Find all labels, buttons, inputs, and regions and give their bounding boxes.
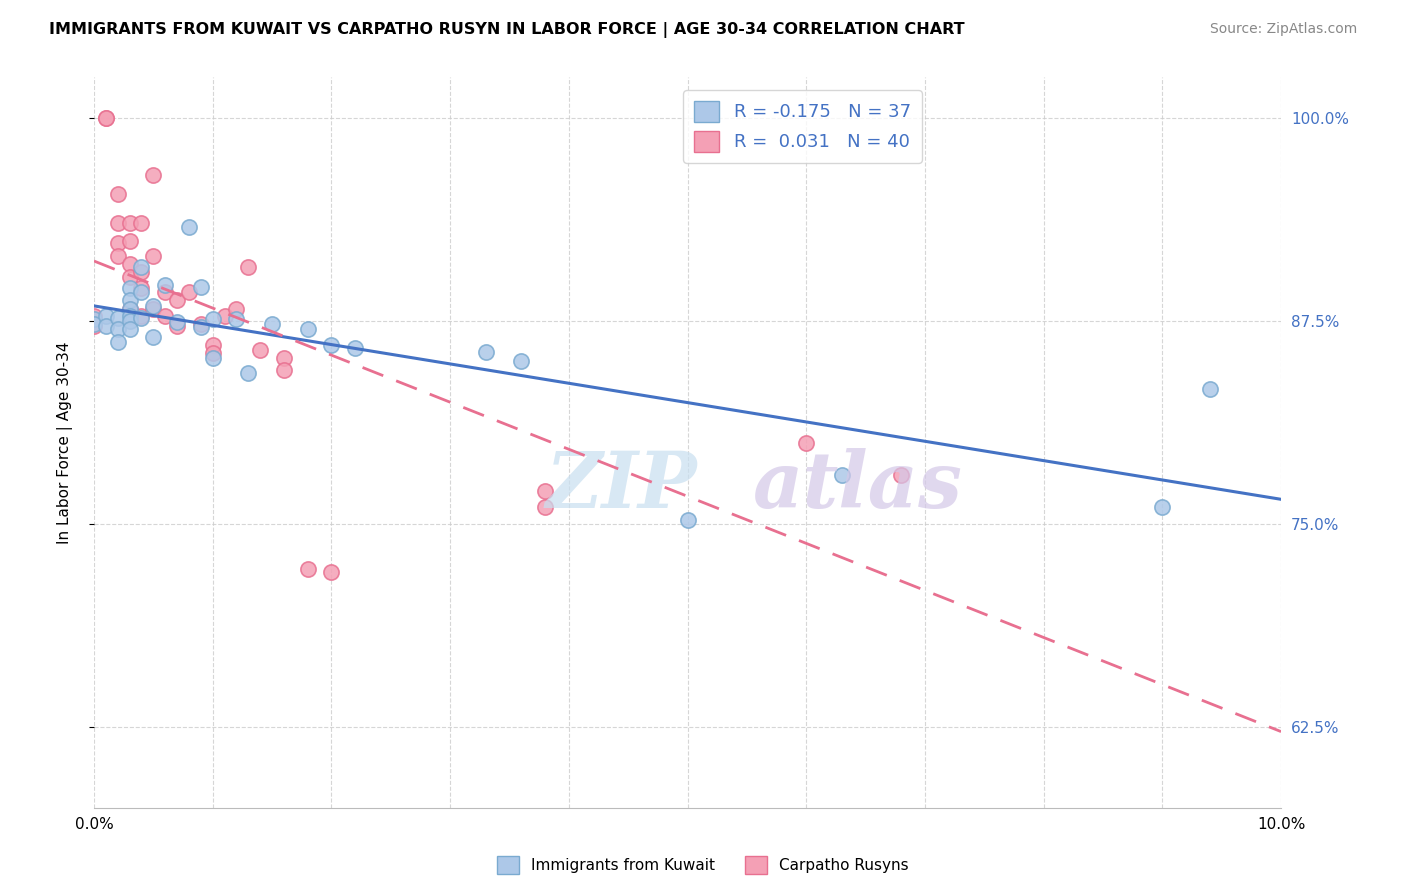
Point <box>534 484 557 499</box>
Point <box>142 302 165 317</box>
Point <box>166 318 188 333</box>
Point <box>131 217 153 231</box>
Text: Source: ZipAtlas.com: Source: ZipAtlas.com <box>1209 22 1357 37</box>
Point <box>83 318 105 333</box>
Point <box>142 299 165 313</box>
Text: IMMIGRANTS FROM KUWAIT VS CARPATHO RUSYN IN LABOR FORCE | AGE 30-34 CORRELATION : IMMIGRANTS FROM KUWAIT VS CARPATHO RUSYN… <box>49 22 965 38</box>
Point <box>201 312 224 326</box>
Point <box>321 566 343 580</box>
Point <box>155 285 177 299</box>
Point <box>142 249 165 263</box>
Point <box>118 302 141 317</box>
Point <box>890 468 912 483</box>
Point <box>166 316 188 330</box>
Point <box>177 285 200 299</box>
Point <box>201 351 224 366</box>
Point <box>155 278 177 293</box>
Point <box>225 302 247 317</box>
Point <box>297 562 319 576</box>
Point <box>131 285 153 299</box>
Point <box>142 330 165 344</box>
Point <box>1199 382 1222 396</box>
Point <box>344 342 367 356</box>
Point <box>118 257 141 271</box>
Point <box>118 235 141 249</box>
Point <box>201 338 224 352</box>
Point <box>94 318 117 333</box>
Point <box>131 310 153 325</box>
Point <box>794 435 817 450</box>
Point <box>238 260 260 275</box>
Point <box>107 217 129 231</box>
Point <box>131 309 153 323</box>
Text: atlas: atlas <box>752 448 963 524</box>
Point <box>190 320 212 334</box>
Point <box>118 302 141 317</box>
Point <box>321 338 343 352</box>
Point <box>214 309 236 323</box>
Point <box>107 187 129 202</box>
Point <box>273 351 295 366</box>
Point <box>107 310 129 325</box>
Legend: R = -0.175   N = 37, R =  0.031   N = 40: R = -0.175 N = 37, R = 0.031 N = 40 <box>683 90 922 162</box>
Point <box>83 312 105 326</box>
Point <box>94 111 117 125</box>
Point <box>118 322 141 336</box>
Point <box>118 281 141 295</box>
Point <box>177 219 200 234</box>
Point <box>1152 500 1174 515</box>
Point <box>510 354 533 368</box>
Point <box>107 322 129 336</box>
Legend: Immigrants from Kuwait, Carpatho Rusyns: Immigrants from Kuwait, Carpatho Rusyns <box>491 850 915 880</box>
Point <box>142 168 165 182</box>
Point <box>107 235 129 250</box>
Point <box>131 281 153 295</box>
Point <box>118 293 141 307</box>
Point <box>155 309 177 323</box>
Point <box>676 513 699 527</box>
Point <box>262 317 284 331</box>
Point <box>131 260 153 275</box>
Point <box>107 249 129 263</box>
Point <box>273 362 295 376</box>
Point <box>118 217 141 231</box>
Point <box>118 270 141 285</box>
Point <box>107 334 129 349</box>
Point <box>297 322 319 336</box>
Point <box>474 344 496 359</box>
Point <box>118 314 141 328</box>
Point <box>83 317 105 331</box>
Point <box>131 265 153 279</box>
Point <box>166 293 188 307</box>
Point <box>225 312 247 326</box>
Point <box>190 279 212 293</box>
Point <box>83 309 105 323</box>
Point <box>831 468 853 483</box>
Point <box>190 317 212 331</box>
Point <box>238 366 260 380</box>
Y-axis label: In Labor Force | Age 30-34: In Labor Force | Age 30-34 <box>58 342 73 544</box>
Text: ZIP: ZIP <box>546 448 697 524</box>
Point <box>118 309 141 323</box>
Point <box>201 346 224 360</box>
Point <box>534 500 557 515</box>
Point <box>94 111 117 125</box>
Point <box>249 343 271 357</box>
Point <box>94 309 117 323</box>
